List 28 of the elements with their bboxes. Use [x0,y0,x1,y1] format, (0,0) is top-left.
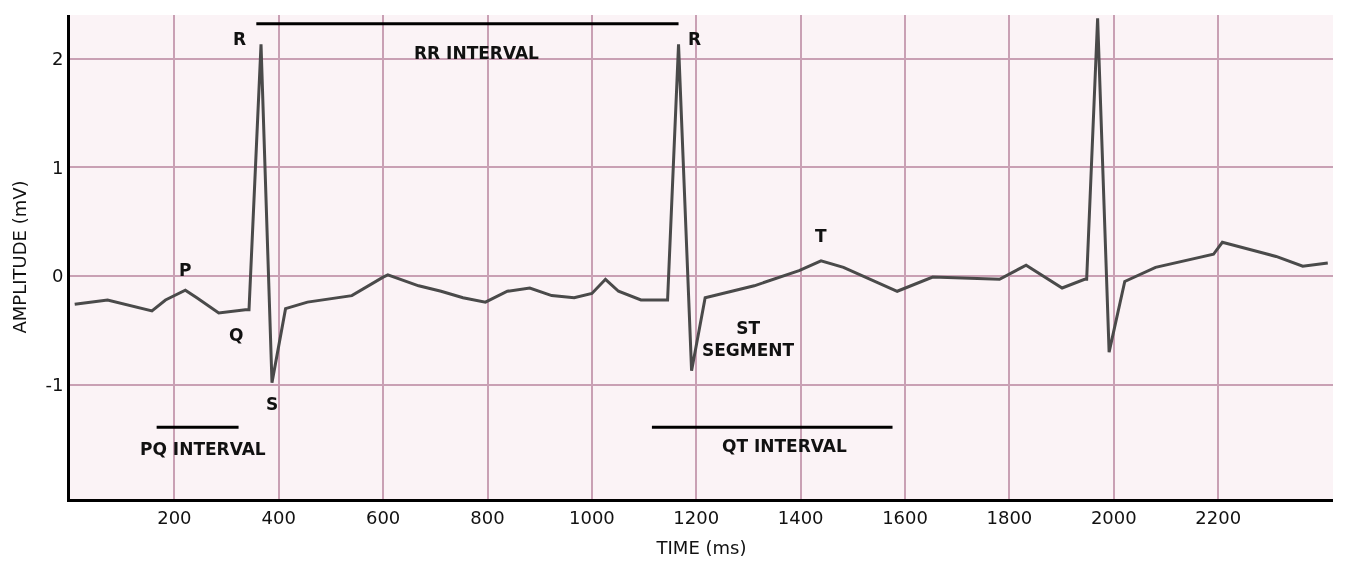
annotation: R [688,29,702,49]
annotation: P [179,260,192,280]
annotation: R [233,29,247,49]
x-tick-label: 800 [470,506,505,528]
x-tick-label: 200 [157,506,192,528]
y-tick-label: -1 [45,374,64,396]
y-tick-label: 2 [51,47,64,69]
annotation: PQ INTERVAL [140,439,266,459]
annotation: T [815,226,827,246]
x-tick-label: 1600 [882,506,928,528]
annotation: Q [229,325,244,345]
x-tick-label: 1000 [568,506,615,528]
annotation: ST SEGMENT [702,318,795,361]
annotation: S [266,394,279,414]
line-series [73,16,1330,385]
y-tick-label: 0 [51,265,64,287]
x-tick-label: 2200 [1195,506,1242,528]
y-axis-title: AMPLITUDE (mV) [8,180,30,334]
x-tick-label: 600 [365,506,401,528]
x-tick-label: 1800 [986,506,1033,528]
x-tick-label: 2000 [1090,506,1137,528]
x-tick-label: 1400 [777,506,824,528]
annotation: QT INTERVAL [722,436,847,456]
x-tick-label: 1200 [673,506,720,528]
y-tick-label: 1 [51,156,64,178]
x-axis-title: TIME (ms) [655,536,747,558]
x-tick-label: 400 [261,506,296,528]
annotation: RR INTERVAL [414,43,540,63]
